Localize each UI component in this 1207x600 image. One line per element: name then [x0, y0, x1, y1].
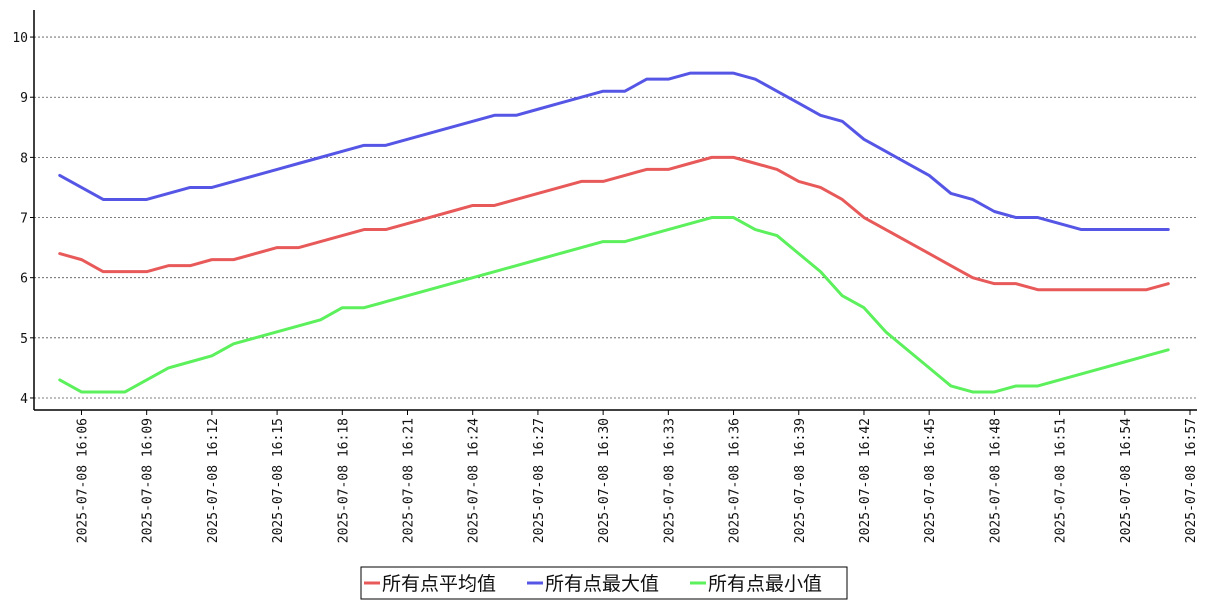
x-tick-label: 2025-07-08 16:09	[141, 418, 156, 543]
x-tick-label: 2025-07-08 16:42	[858, 418, 873, 543]
y-tick-label: 8	[20, 151, 28, 166]
x-tick-label: 2025-07-08 16:45	[923, 418, 938, 543]
x-tick-label: 2025-07-08 16:36	[728, 418, 743, 543]
x-tick-label: 2025-07-08 16:39	[793, 418, 808, 543]
y-tick-label: 7	[20, 212, 28, 227]
x-tick-label: 2025-07-08 16:51	[1054, 418, 1069, 543]
y-tick-label: 4	[20, 392, 28, 407]
x-axis-ticks: 2025-07-08 16:06 2025-07-08 16:09 2025-07-…	[75, 410, 1199, 543]
series-line-0	[58, 155, 1170, 292]
x-tick-label: 2025-07-08 16:54	[1119, 418, 1134, 543]
x-tick-label: 2025-07-08 16:21	[402, 418, 417, 543]
x-tick-label: 2025-07-08 16:33	[662, 418, 677, 543]
legend-label: 所有点平均值	[382, 573, 496, 595]
x-tick-label: 2025-07-08 16:06	[75, 418, 90, 543]
series-lines	[58, 71, 1170, 394]
x-tick-label: 2025-07-08 16:30	[597, 418, 612, 543]
y-tick-label: 5	[20, 332, 28, 347]
series-line-2	[58, 216, 1170, 394]
x-tick-label: 2025-07-08 16:18	[336, 418, 351, 543]
y-tick-label: 9	[20, 91, 28, 106]
y-tick-label: 6	[20, 272, 28, 287]
grid-lines	[34, 36, 1197, 399]
y-tick-label: 10	[12, 31, 28, 46]
x-tick-label: 2025-07-08 16:15	[271, 418, 286, 543]
legend-box	[360, 566, 848, 600]
x-tick-label: 2025-07-08 16:27	[532, 418, 547, 543]
legend: 所有点平均值 所有点最大值 所有点最小值	[360, 566, 848, 600]
series-line-1	[58, 71, 1170, 232]
x-tick-label: 2025-07-08 16:48	[988, 418, 1003, 543]
legend-label: 所有点最大值	[545, 573, 659, 595]
x-tick-label: 2025-07-08 16:24	[467, 418, 482, 543]
x-tick-label: 2025-07-08 16:57	[1184, 418, 1199, 543]
y-axis-ticks: 4 5 6 7 8 9 10	[12, 31, 34, 407]
x-tick-label: 2025-07-08 16:12	[206, 418, 221, 543]
legend-label: 所有点最小值	[708, 573, 822, 595]
